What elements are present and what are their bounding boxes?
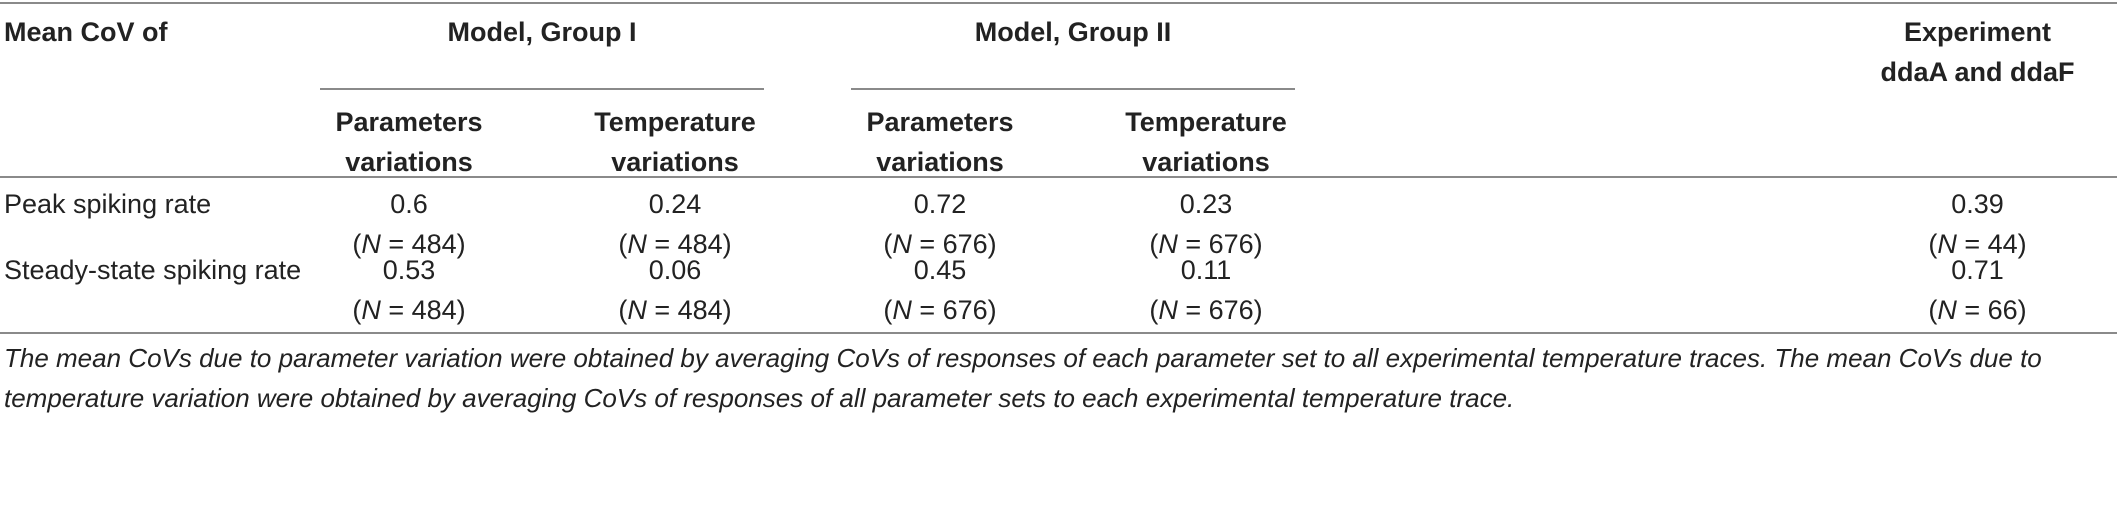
group-2-underline: [851, 88, 1295, 90]
experiment-header: Experiment ddaA and ddaF: [1880, 17, 2075, 87]
table-footnote: The mean CoVs due to parameter variation…: [4, 343, 2042, 413]
table-cell: 0.6 (N = 484): [352, 189, 466, 259]
group-1-underline: [320, 88, 764, 90]
subheader-group-2-parameters: Parameters variations: [866, 107, 1014, 177]
table-cell: 0.72 (N = 676): [883, 189, 997, 259]
table-cell: 0.11 (N = 676): [1149, 255, 1263, 325]
table-cell: 0.53 (N = 484): [352, 255, 466, 325]
table-cell: 0.71 (N = 66): [1928, 255, 2027, 325]
top-rule: [0, 2, 2117, 4]
subheader-group-2-temperature: Temperature variations: [1125, 107, 1287, 177]
table-cell: 0.39 (N = 44): [1928, 189, 2027, 259]
table-cell: 0.23 (N = 676): [1149, 189, 1263, 259]
subheader-group-1-temperature: Temperature variations: [594, 107, 756, 177]
subheader-group-1-parameters: Parameters variations: [335, 107, 483, 177]
group-header-model-group-1: Model, Group I: [447, 17, 637, 47]
row-label-peak-spiking-rate: Peak spiking rate: [4, 189, 212, 219]
table-cell: 0.24 (N = 484): [618, 189, 732, 259]
table-cell: 0.45 (N = 676): [883, 255, 997, 325]
corner-header: Mean CoV of: [4, 17, 168, 47]
row-label-steady-state-spiking-rate: Steady-state spiking rate: [4, 255, 302, 285]
table-bottom-rule: [0, 332, 2117, 334]
group-header-model-group-2: Model, Group II: [974, 17, 1172, 47]
table-cell: 0.06 (N = 484): [618, 255, 732, 325]
header-bottom-rule: [0, 176, 2117, 178]
